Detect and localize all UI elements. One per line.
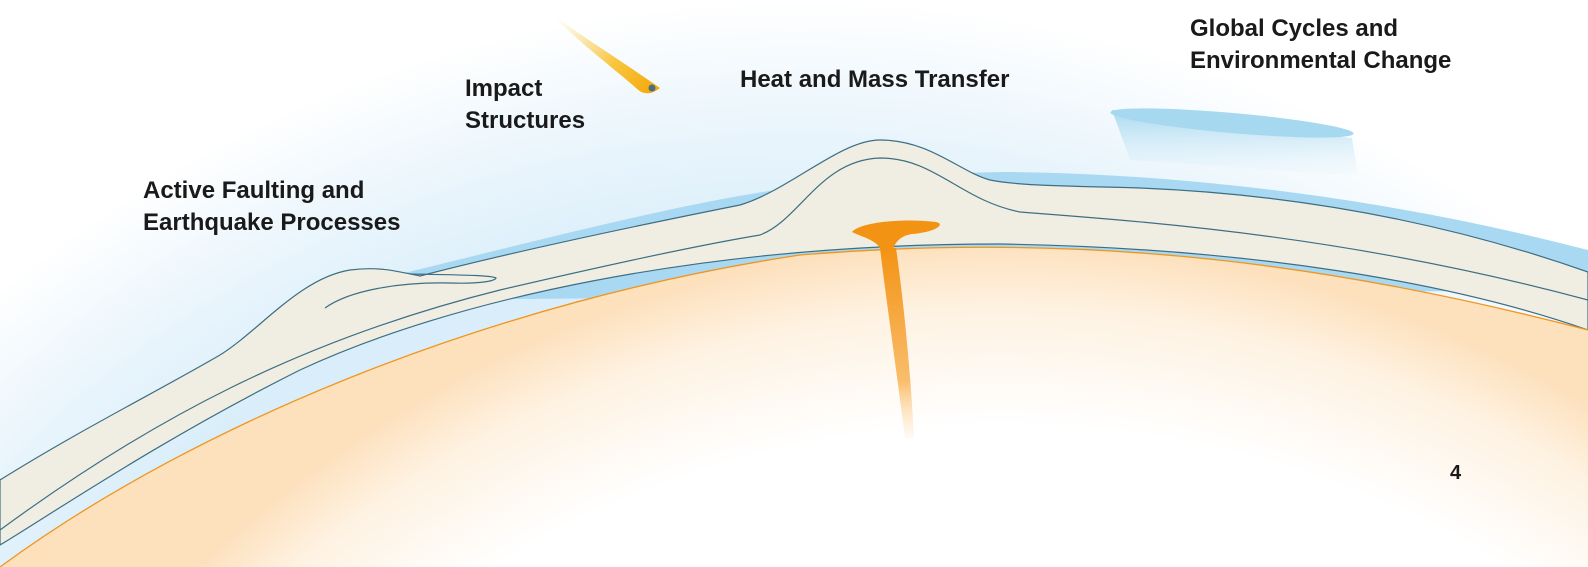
label-impact-structures: Impact Structures: [465, 75, 586, 134]
meteor-icon: [553, 15, 660, 94]
label-active-faulting: Active Faulting and Earthquake Processes: [143, 177, 401, 236]
crust-layer: [0, 139, 1588, 546]
label-global-cycles: Global Cycles and Environmental Change: [1190, 15, 1452, 74]
mantle-plume-icon: [852, 220, 940, 438]
mantle: [0, 247, 1588, 567]
label-heat-mass-transfer: Heat and Mass Transfer: [740, 66, 1010, 93]
mantle-boundary: [0, 246, 1588, 567]
cloud-icon: [1110, 108, 1358, 176]
crust-inner-line: [0, 157, 1588, 531]
fault-line: [324, 273, 497, 309]
page-number: 4: [1450, 462, 1462, 484]
